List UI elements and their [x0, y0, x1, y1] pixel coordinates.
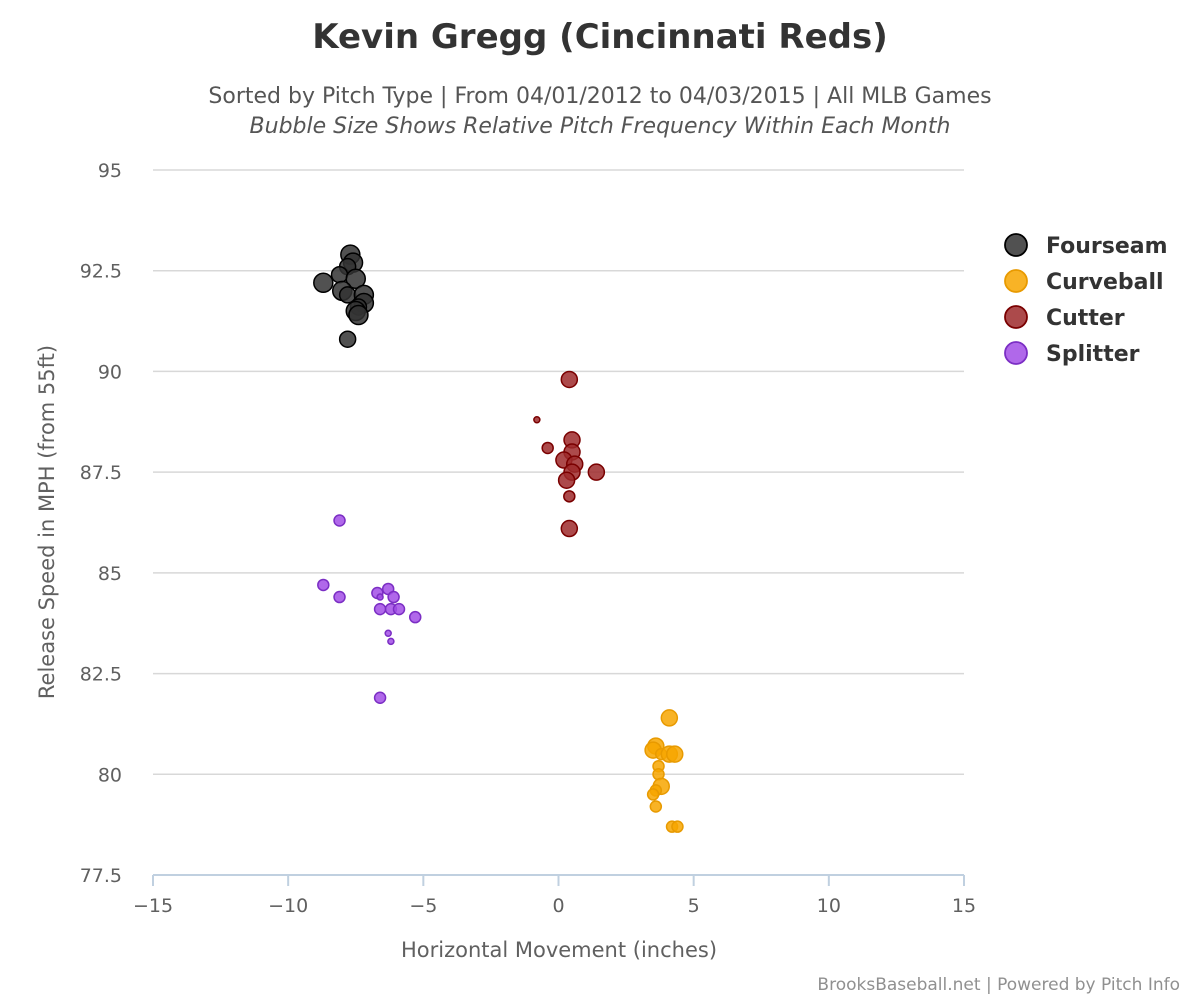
- y-axis-title: Release Speed in MPH (from 55ft): [35, 345, 59, 699]
- fourseam-point[interactable]: [348, 304, 369, 326]
- y-tick-label: 92.5: [80, 261, 122, 283]
- series-fourseam: [313, 244, 375, 348]
- splitter-point[interactable]: [376, 593, 384, 601]
- grid-lines: [153, 169, 964, 776]
- splitter-point[interactable]: [387, 637, 395, 646]
- y-tick-label: 80: [98, 764, 122, 786]
- legend-label: Splitter: [1046, 342, 1140, 367]
- curveball-point[interactable]: [660, 709, 679, 727]
- legend-item-splitter[interactable]: Splitter: [1004, 341, 1140, 367]
- x-tick-label: −15: [133, 895, 173, 917]
- x-tick-label: 0: [552, 895, 564, 917]
- cutter-point[interactable]: [557, 471, 576, 489]
- x-tick-label: 10: [817, 895, 841, 917]
- data-points: [313, 244, 684, 833]
- legend[interactable]: Fourseam Curveball Cutter Splitter: [1004, 233, 1168, 367]
- chart-title: Kevin Gregg (Cincinnati Reds): [312, 17, 888, 57]
- splitter-point[interactable]: [408, 610, 422, 624]
- cutter-point[interactable]: [533, 416, 541, 424]
- x-axis-title: Horizontal Movement (inches): [401, 938, 717, 962]
- legend-marker: [1004, 305, 1028, 329]
- legend-item-fourseam[interactable]: Fourseam: [1004, 233, 1168, 259]
- y-tick-label: 95: [98, 160, 122, 182]
- x-axis: −15 −10 −5 0 5 10 15: [133, 874, 976, 917]
- fourseam-point[interactable]: [330, 265, 349, 284]
- y-axis-ticks: 77.5 80 82.5 85 87.5 90 92.5 95: [80, 160, 122, 887]
- cutter-point[interactable]: [563, 490, 576, 503]
- x-tick-label: 15: [952, 895, 976, 917]
- chart-subtitle: Sorted by Pitch Type | From 04/01/2012 t…: [208, 84, 991, 109]
- legend-marker: [1004, 233, 1028, 257]
- legend-item-cutter[interactable]: Cutter: [1004, 305, 1125, 331]
- x-tick-label: −10: [268, 895, 308, 917]
- x-tick-label: −5: [409, 895, 437, 917]
- cutter-point[interactable]: [541, 441, 554, 455]
- legend-marker: [1004, 341, 1028, 365]
- curveball-point[interactable]: [665, 745, 684, 763]
- series-splitter: [317, 514, 422, 704]
- fourseam-point[interactable]: [338, 330, 357, 348]
- splitter-point[interactable]: [392, 602, 406, 616]
- y-tick-label: 77.5: [80, 865, 122, 887]
- splitter-point[interactable]: [384, 629, 392, 638]
- curveball-point[interactable]: [671, 820, 684, 833]
- legend-label: Fourseam: [1046, 234, 1168, 259]
- cutter-point[interactable]: [560, 370, 579, 389]
- x-tick-label: 5: [688, 895, 700, 917]
- y-tick-label: 82.5: [80, 664, 122, 686]
- cutter-point[interactable]: [560, 519, 579, 538]
- chart-subtitle-note: Bubble Size Shows Relative Pitch Frequen…: [250, 114, 951, 139]
- splitter-point[interactable]: [387, 590, 400, 604]
- legend-item-curveball[interactable]: Curveball: [1004, 269, 1164, 295]
- y-tick-label: 85: [98, 563, 122, 585]
- legend-label: Curveball: [1046, 270, 1164, 295]
- splitter-point[interactable]: [373, 691, 387, 704]
- legend-label: Cutter: [1046, 306, 1125, 331]
- chart-credit[interactable]: BrooksBaseball.net | Powered by Pitch In…: [817, 975, 1180, 995]
- series-cutter: [533, 370, 606, 538]
- y-tick-label: 90: [98, 361, 122, 383]
- splitter-point[interactable]: [373, 602, 387, 616]
- y-tick-label: 87.5: [80, 462, 122, 484]
- fourseam-point[interactable]: [313, 272, 334, 294]
- cutter-point[interactable]: [587, 463, 606, 481]
- legend-marker: [1004, 269, 1028, 293]
- curveball-point[interactable]: [649, 800, 663, 813]
- fourseam-point[interactable]: [345, 268, 366, 290]
- series-curveball: [644, 709, 684, 833]
- curveball-point[interactable]: [646, 788, 660, 801]
- splitter-point[interactable]: [317, 578, 330, 592]
- splitter-point[interactable]: [333, 590, 346, 604]
- splitter-point[interactable]: [333, 514, 346, 527]
